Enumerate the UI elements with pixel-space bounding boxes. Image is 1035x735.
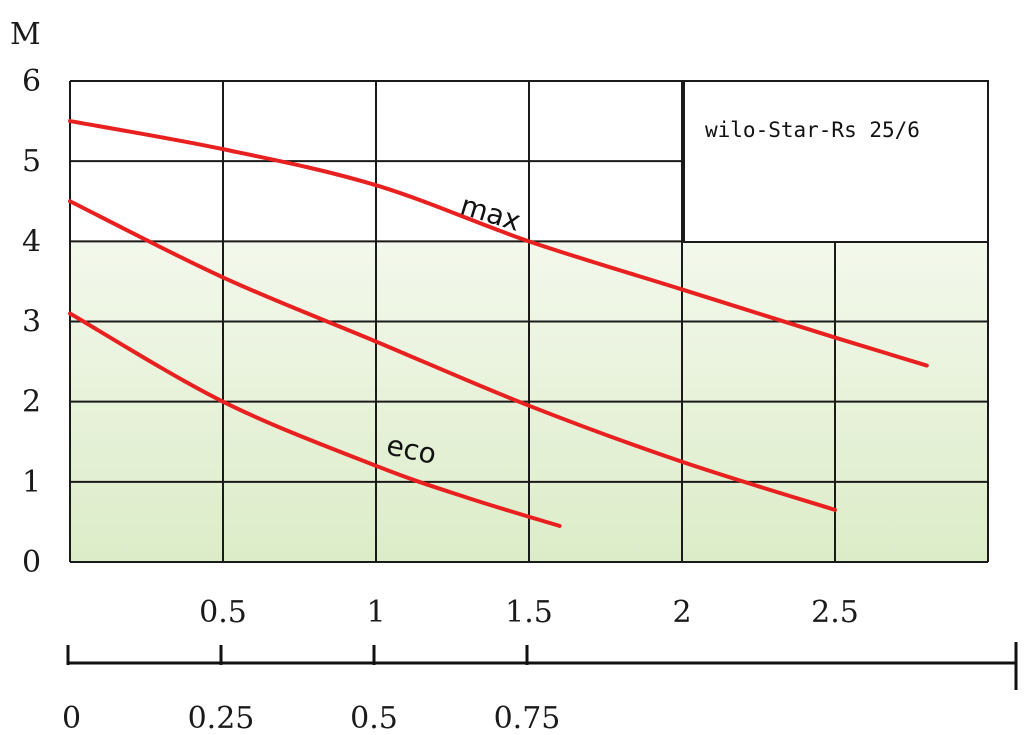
- x-tick-label: 1: [366, 595, 385, 630]
- secondary-tick-label: 0.75: [494, 701, 561, 735]
- secondary-tick-label: 0: [62, 701, 81, 735]
- secondary-tick-labels: 0 0.25 0.5 0.75: [62, 701, 560, 735]
- y-axis-label: M: [10, 17, 41, 52]
- x-tick-label: 2.5: [811, 595, 859, 630]
- y-tick-label: 1: [22, 465, 41, 500]
- curves: [68, 119, 929, 528]
- secondary-tick-label: 0.25: [188, 701, 255, 735]
- y-tick-label: 2: [22, 385, 41, 420]
- y-tick-label: 0: [22, 545, 41, 580]
- y-tick-labels: 0 1 2 3 4 5 6: [22, 64, 41, 580]
- curve-eco: [68, 311, 562, 528]
- secondary-tick-label: 0.5: [350, 701, 398, 735]
- curve-max: [68, 119, 929, 368]
- x-tick-label: 2: [672, 595, 691, 630]
- x-tick-label: 0.5: [199, 595, 247, 630]
- y-tick-label: 6: [22, 64, 41, 99]
- x-tick-labels: 0.5 1 1.5 2 2.5: [199, 595, 859, 630]
- secondary-axis: [66, 642, 1018, 690]
- x-tick-label: 1.5: [505, 595, 553, 630]
- model-box-label: wilo-Star-Rs 25/6: [705, 118, 920, 142]
- y-tick-label: 3: [22, 305, 41, 340]
- y-tick-label: 4: [22, 224, 41, 259]
- model-box: [683, 80, 989, 243]
- curve-mid: [68, 199, 837, 512]
- y-tick-label: 5: [22, 144, 41, 179]
